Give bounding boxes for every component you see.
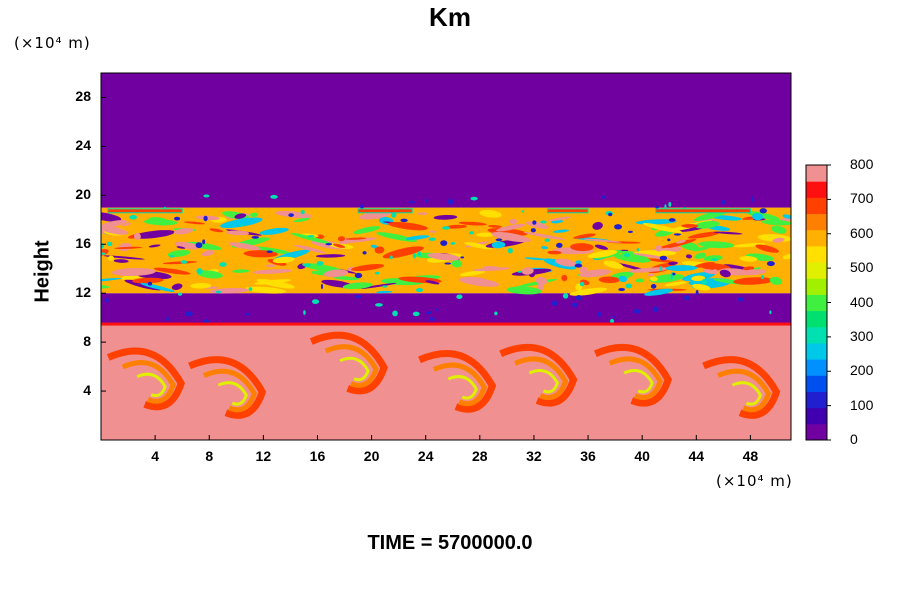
layer-upper-quiet	[101, 73, 791, 208]
x-unit-label: (×10⁴ m)	[716, 472, 793, 490]
y-tick-label: 12	[75, 284, 91, 301]
x-tick-label: 12	[255, 448, 272, 464]
contour-texture	[101, 194, 791, 419]
colorbar-swatch	[806, 197, 827, 215]
colorbar-swatch	[806, 294, 827, 312]
x-tick-label: 4	[151, 448, 159, 464]
y-tick-label: 4	[83, 382, 91, 399]
colorbar-swatch	[806, 391, 827, 409]
y-tick-label: 8	[83, 333, 91, 350]
colorbar-swatch	[806, 278, 827, 295]
colorbar-swatch	[806, 165, 827, 182]
x-tick-label: 40	[634, 448, 650, 464]
colorbar-swatch	[806, 181, 827, 198]
y-tick-label: 28	[75, 88, 91, 105]
colorbar-tick-label: 800	[850, 156, 874, 172]
x-tick-label: 48	[742, 448, 759, 464]
x-tick-label: 32	[526, 448, 542, 464]
layer-quiet-zone	[101, 293, 791, 324]
colorbar-tick-label: 0	[850, 431, 858, 447]
colorbar-tick-label: 100	[850, 396, 874, 413]
colorbar-swatch	[806, 423, 827, 441]
colorbar-swatch	[806, 375, 827, 392]
colorbar-tick-label: 700	[850, 190, 874, 207]
plot-frame	[100, 72, 792, 441]
layer-boundary-layer	[101, 323, 791, 440]
y-unit-label: (×10⁴ m)	[14, 34, 91, 52]
colorbar-swatch	[806, 326, 827, 344]
y-tick-label: 20	[75, 186, 91, 203]
x-tick-label: 24	[417, 448, 434, 464]
colorbar-swatch	[806, 229, 827, 247]
time-label: TIME = 5700000.0	[367, 532, 533, 554]
colorbar-swatch	[806, 310, 827, 328]
x-tick-label: 8	[205, 448, 214, 464]
y-tick-label: 16	[75, 235, 91, 252]
x-tick-label: 36	[580, 448, 596, 464]
x-tick-label: 20	[363, 448, 380, 464]
colorbar-swatch	[806, 407, 827, 425]
colorbar-swatch	[806, 342, 827, 360]
colorbar-tick-label: 600	[850, 224, 874, 241]
colorbar-tick-label: 500	[850, 259, 874, 276]
chart-title: Km	[429, 2, 471, 32]
colorbar-swatch	[806, 359, 827, 376]
colorbar-tick-label: 400	[850, 293, 874, 310]
x-tick-label: 28	[472, 448, 488, 464]
x-tick-label: 16	[309, 448, 326, 464]
colorbar-swatch	[806, 245, 827, 263]
colorbar-swatch	[806, 213, 827, 231]
colorbar-tick-label: 300	[850, 327, 874, 344]
colorbar-swatch	[806, 262, 827, 279]
colorbar-tick-label: 200	[850, 362, 874, 379]
x-tick-label: 44	[688, 448, 705, 464]
y-tick-label: 24	[75, 137, 91, 154]
